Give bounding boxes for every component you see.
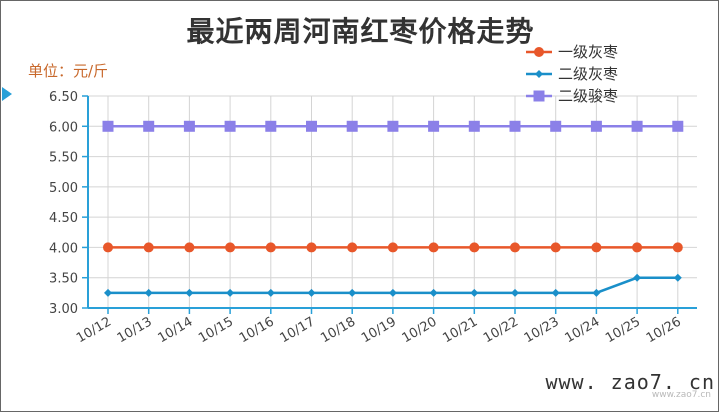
data-point <box>183 120 195 132</box>
y-tick-label: 5.50 <box>49 151 78 166</box>
data-point <box>470 288 479 297</box>
data-point <box>469 242 480 253</box>
data-point <box>428 120 440 132</box>
x-tick-label: 10/19 <box>359 314 399 346</box>
data-point <box>143 120 155 132</box>
y-tick-label: 3.50 <box>49 272 78 287</box>
x-tick-label: 10/23 <box>522 314 562 346</box>
data-point <box>632 242 643 253</box>
data-point <box>348 288 357 297</box>
y-tick-label: 4.50 <box>49 211 78 226</box>
y-tick-label: 5.00 <box>49 181 78 196</box>
data-point <box>225 242 236 253</box>
data-point <box>346 120 358 132</box>
data-point <box>509 120 521 132</box>
unit-label: 单位：元/斤 <box>28 62 109 80</box>
x-tick-label: 10/12 <box>74 314 114 346</box>
data-point <box>226 288 235 297</box>
data-point <box>103 242 113 253</box>
data-point <box>224 120 236 132</box>
data-point <box>266 288 275 297</box>
series-square <box>102 120 684 132</box>
data-point <box>551 288 560 297</box>
y-tick-label: 6.50 <box>49 90 78 105</box>
watermark: www. zao7. cn <box>545 370 715 394</box>
data-point <box>387 242 398 253</box>
chart-title: 最近两周河南红枣价格走势 <box>186 15 535 48</box>
data-point <box>511 288 519 297</box>
y-tick-label: 6.00 <box>49 120 78 135</box>
data-point <box>631 120 643 132</box>
data-point <box>534 47 544 57</box>
data-point <box>104 288 112 297</box>
series-diamond <box>104 273 682 297</box>
data-point <box>185 288 194 297</box>
x-tick-label: 10/26 <box>644 314 684 346</box>
data-point <box>143 242 154 253</box>
legend-label: 二级骏枣 <box>558 87 618 105</box>
data-point <box>590 120 602 132</box>
data-point <box>429 288 438 297</box>
data-point <box>387 120 399 132</box>
x-tick-label: 10/15 <box>196 314 236 346</box>
data-point <box>535 70 543 78</box>
x-tick-label: 10/18 <box>318 314 358 346</box>
data-point <box>672 242 683 253</box>
x-tick-label: 10/25 <box>603 314 643 346</box>
x-tick-label: 10/14 <box>155 314 195 346</box>
legend-label: 二级灰枣 <box>558 65 618 83</box>
data-point <box>388 288 397 297</box>
data-point <box>184 242 195 253</box>
data-point <box>307 288 316 297</box>
data-point <box>347 242 358 253</box>
data-point <box>633 273 642 282</box>
data-point <box>144 288 153 297</box>
legend-label: 一级灰枣 <box>558 43 618 61</box>
data-point <box>468 120 480 132</box>
axes <box>2 87 697 314</box>
x-tick-label: 10/22 <box>481 314 521 346</box>
data-point <box>672 120 684 132</box>
data-point <box>550 120 562 132</box>
x-tick-label: 10/13 <box>115 314 155 346</box>
data-point <box>306 120 317 132</box>
y-tick-label: 4.00 <box>49 241 78 256</box>
x-tick-label: 10/16 <box>237 314 277 346</box>
data-point <box>591 242 602 253</box>
x-tick-label: 10/20 <box>400 314 440 346</box>
data-point <box>510 242 520 253</box>
data-point <box>550 242 561 253</box>
data-point <box>428 242 439 253</box>
series-circle <box>103 242 683 253</box>
legend-item: 二级灰枣 <box>526 65 618 83</box>
x-tick-label: 10/17 <box>278 314 318 346</box>
data-point <box>265 120 277 132</box>
data-point <box>673 273 682 282</box>
data-point <box>592 288 601 297</box>
data-point <box>533 90 545 102</box>
axis-arrow-icon <box>2 87 12 101</box>
x-tick-label: 10/24 <box>562 314 602 346</box>
data-point <box>265 242 276 253</box>
x-tick-label: 10/21 <box>440 314 480 346</box>
y-tick-label: 3.00 <box>49 302 78 317</box>
legend-item: 一级灰枣 <box>526 43 618 61</box>
data-point <box>102 120 114 132</box>
watermark-small: www.zao7.cn <box>651 390 711 400</box>
legend-item: 二级骏枣 <box>526 87 618 105</box>
series-lines <box>102 120 684 297</box>
data-point <box>306 242 317 253</box>
